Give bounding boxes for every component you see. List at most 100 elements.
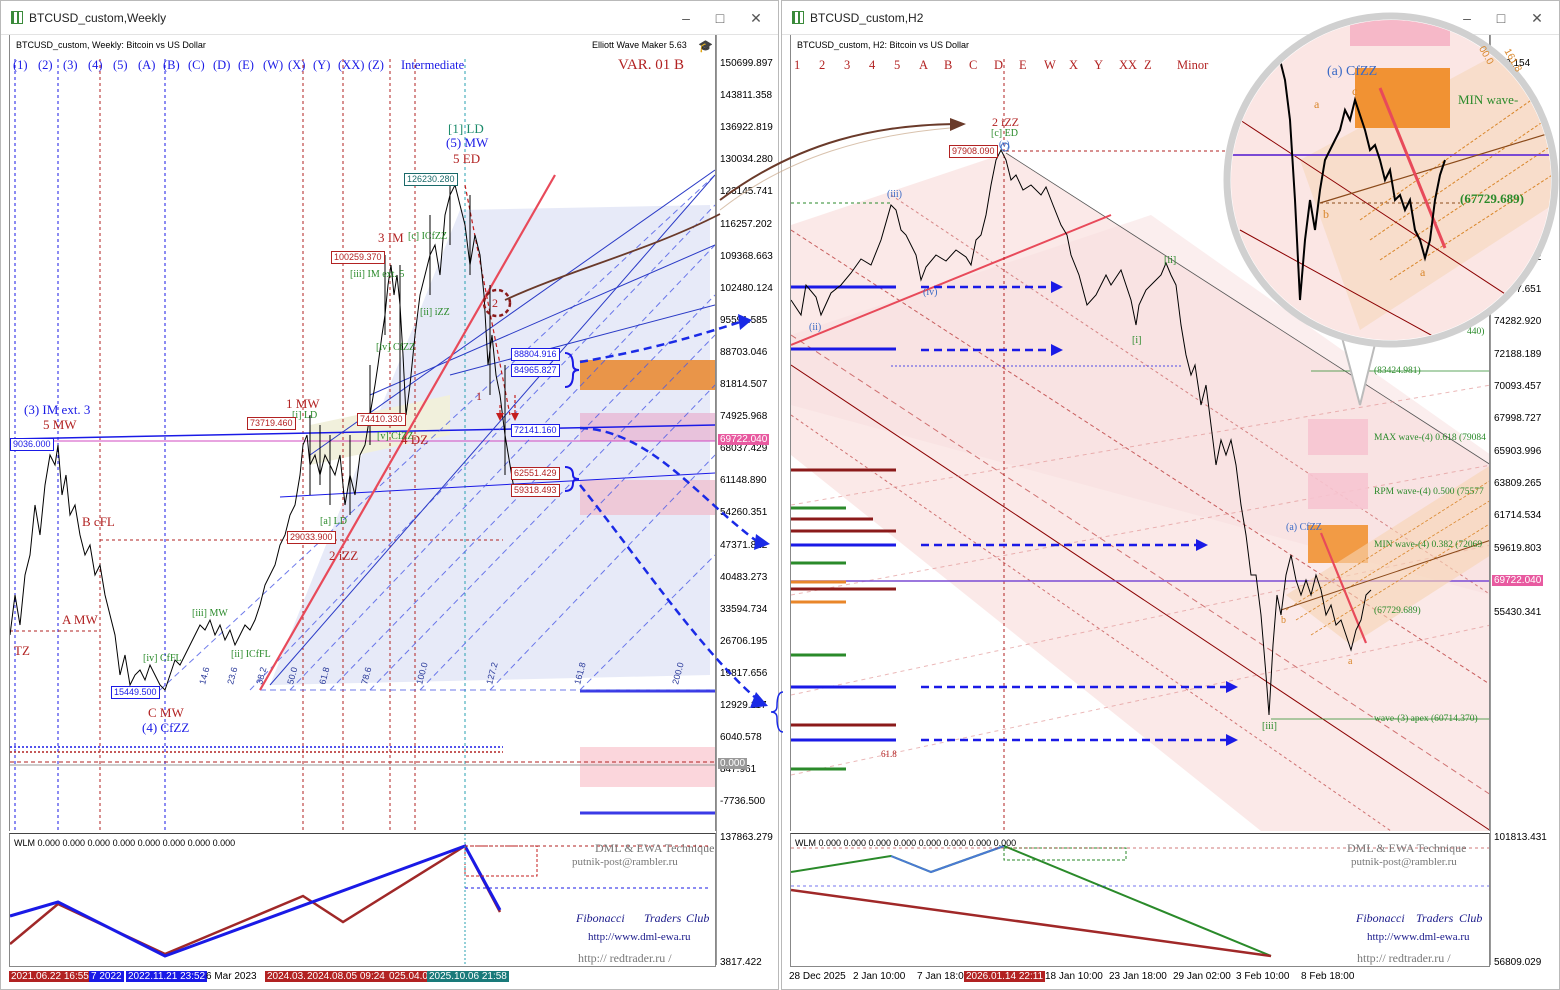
minimize-icon[interactable]: – [1463,10,1471,26]
signature-url[interactable]: http:// redtrader.ru / [1357,951,1451,965]
wave-button[interactable]: 3 [844,58,851,72]
price-tick: 12929.117 [720,700,767,711]
price-tick: 63809.265 [1494,477,1542,489]
wave-label: 5 ED [453,151,481,166]
wave-button[interactable]: (2) [38,58,53,72]
mag-label: (67729.689) [1460,191,1524,206]
degree-label[interactable]: Minor [1177,58,1209,72]
mag-label: a [1314,97,1320,111]
wave-button[interactable]: C [969,58,978,72]
wave-button[interactable]: (W) [263,58,284,72]
left-chart-window[interactable]: BTCUSD_custom,Weekly – □ ✕ [0,0,779,990]
wave-button[interactable]: (4) [88,58,103,72]
wave-button[interactable]: (Y) [313,58,331,72]
wave-button[interactable]: (Z) [368,58,384,72]
indicator-tick: 101813.431 [1494,832,1547,843]
signature-link[interactable]: http://www.dml-ewa.ru [588,931,691,943]
graduation-cap-icon: 🎓 [698,39,713,53]
indicator-tick: 3817.422 [720,957,762,968]
indicator-info: WLM 0.000 0.000 0.000 0.000 0.000 0.000 … [795,838,1017,848]
wave-label: (iii) [887,189,902,200]
price-tick: 80567.114 [1494,219,1541,231]
price-scale[interactable]: 509.154 86.037 86851.306 84756.975 82661.844… [1490,35,1559,968]
wave-button[interactable]: A [919,58,929,72]
price-tick: 102480.124 [720,282,773,294]
wave-button[interactable]: D [994,58,1004,72]
signature-link[interactable]: http://www.dml-ewa.ru [1367,931,1470,943]
wave-label: [iii] IM ext. 5 [350,269,405,280]
price-tick: 26706.195 [720,635,768,647]
wave-button[interactable]: XX [1119,58,1138,72]
wave-button[interactable]: (E) [238,58,254,72]
wave-button[interactable]: (X) [288,58,306,72]
wave-label: [ii] [1164,255,1177,266]
wave-button[interactable]: W [1044,58,1056,72]
wave-label: 5 MW [43,417,77,432]
price-box: 29033.900 [287,531,336,544]
close-icon[interactable]: ✕ [1531,10,1543,26]
close-icon[interactable]: ✕ [750,10,762,26]
wave-label: 2 iZZ [329,548,359,563]
price-chart-svg [791,59,1489,831]
main-chart-area[interactable]: BTCUSD_custom, H2: Bitcoin vs US Dollar … [790,35,1490,831]
wave-button[interactable]: E [1019,58,1027,72]
time-label: 8 Feb 18:00 [1301,971,1355,982]
price-tick: 130034.280 [720,154,773,166]
wave-button[interactable]: 2 [819,58,826,72]
title-bar[interactable]: BTCUSD_custom,Weekly – □ ✕ [1,1,778,35]
wave-label: b [1281,615,1286,626]
wave-button[interactable]: X [1069,58,1079,72]
zone-label: MAX wave-(4) 0.618 (79084 [1374,433,1486,443]
price-box: 126230.280 [404,173,458,186]
signature-url[interactable]: http:// redtrader.ru / [578,951,672,965]
wave-button[interactable]: (1) [13,58,28,72]
wave-button[interactable]: (3) [63,58,78,72]
wave-button[interactable]: Y [1094,58,1104,72]
wave-button[interactable]: (A) [138,58,156,72]
wave-button[interactable]: (C) [188,58,205,72]
wave-button[interactable]: B [944,58,953,72]
wave-button[interactable]: Z [1144,58,1152,72]
price-box: 74410.330 [357,413,406,426]
maximize-icon[interactable]: □ [1496,10,1506,26]
price-box: 15449.500 [111,686,160,699]
zone-label: (83424.981) [1374,366,1421,376]
time-scale[interactable]: 2021.06.22 16:55 7 2022 2022.11.21 23:52… [9,967,778,989]
wave-button[interactable]: 4 [869,58,876,72]
wlm-indicator-svg [10,834,710,966]
wave-button[interactable]: (D) [213,58,231,72]
wave-button[interactable]: (B) [163,58,180,72]
time-label: 18 Jan 10:00 [1045,971,1103,982]
ewm-version: Elliott Wave Maker 5.63 [592,40,687,50]
signature-club: Club [686,911,710,925]
price-scale[interactable]: 150699.897 143811.358 136922.819 130034.280… [716,35,778,968]
wlm-indicator-svg [791,844,1489,958]
wave-label: (iv) [923,287,938,298]
time-scale[interactable]: 28 Dec 2025 2 Jan 10:00 7 Jan 18:00 2026… [789,967,1559,989]
fib-level-label: 61.8 [317,666,331,686]
mag-label: b [1323,207,1329,221]
wave-label: [iii] [1262,721,1277,732]
wave-button[interactable]: (XX) [338,58,365,72]
wave-button[interactable]: (5) [113,58,128,72]
wave-label: [iv] CfFL [143,653,182,664]
wave-button[interactable]: 5 [894,58,901,72]
time-label: 2024.08.05 09:24 [305,971,387,982]
right-chart-window[interactable]: BTCUSD_custom,H2 – □ ✕ [781,0,1560,990]
minimize-icon[interactable]: – [682,10,690,26]
signature-fib: Fibonacci [1356,911,1405,925]
symbol-info: BTCUSD_custom, H2: Bitcoin vs US Dollar [797,40,970,50]
price-tick: 54260.351 [720,507,768,519]
degree-label[interactable]: Intermediate [401,58,465,72]
price-box: 97908.090 [949,145,998,158]
indicator-panel[interactable]: WLM 0.000 0.000 0.000 0.000 0.000 0.000 … [790,833,1490,967]
main-chart-area[interactable]: 14.6 23.6 38.2 50.0 61.8 78.6 100.0 127.2 161.8 2… [9,35,716,831]
price-tick: 6040.578 [720,732,762,744]
title-bar[interactable]: BTCUSD_custom,H2 – □ ✕ [782,1,1559,35]
wave-label: (3) IM ext. 3 [24,402,91,417]
indicator-panel[interactable]: WLM 0.000 0.000 0.000 0.000 0.000 0.000 … [9,833,716,967]
maximize-icon[interactable]: □ [715,10,725,26]
wave-label: (4) CfZZ [142,720,190,735]
wave-button[interactable]: 1 [794,58,801,72]
price-tick: 150699.897 [720,58,773,69]
